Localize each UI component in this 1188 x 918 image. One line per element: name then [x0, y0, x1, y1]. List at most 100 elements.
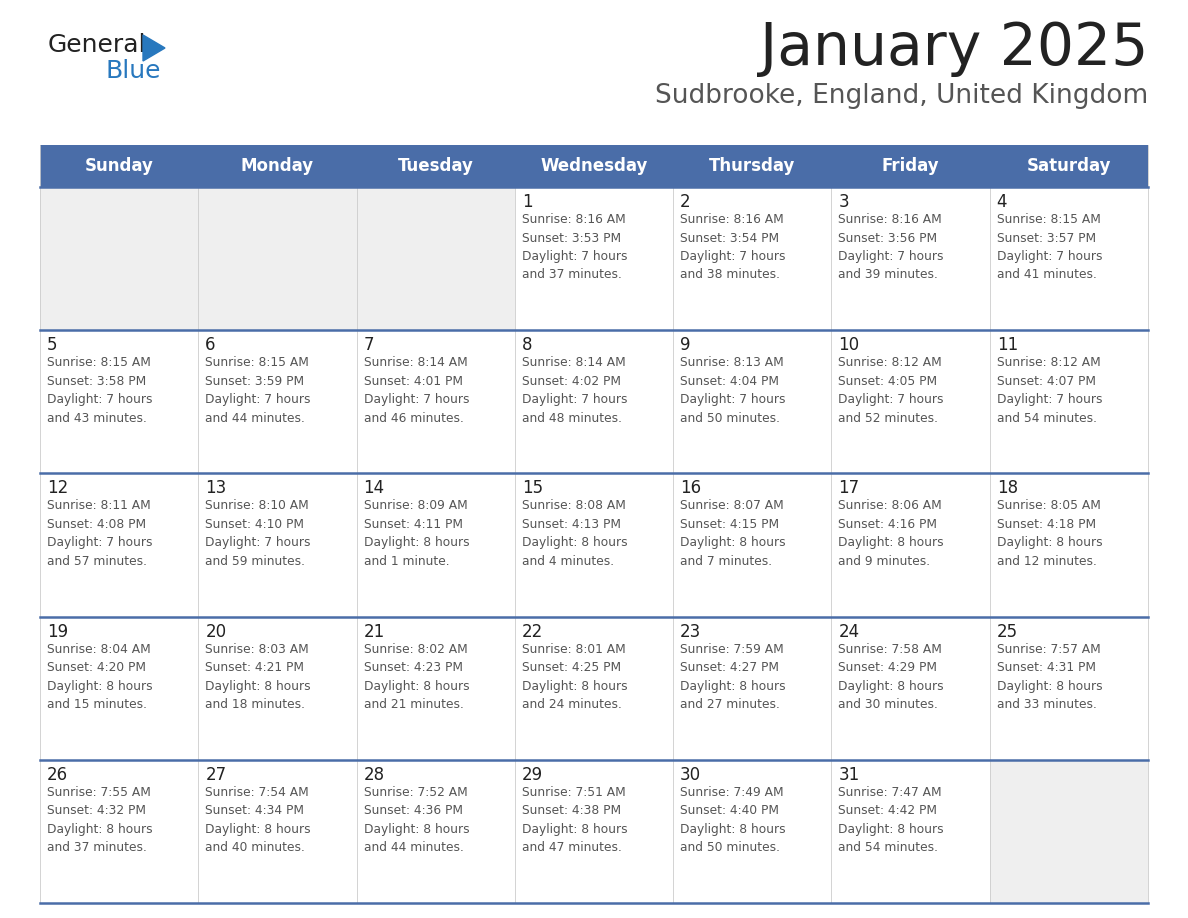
Text: 11: 11	[997, 336, 1018, 354]
Text: Sunrise: 8:13 AM
Sunset: 4:04 PM
Daylight: 7 hours
and 50 minutes.: Sunrise: 8:13 AM Sunset: 4:04 PM Dayligh…	[681, 356, 785, 425]
Text: 24: 24	[839, 622, 860, 641]
Text: 27: 27	[206, 766, 227, 784]
Text: 20: 20	[206, 622, 227, 641]
Text: Sunrise: 8:15 AM
Sunset: 3:58 PM
Daylight: 7 hours
and 43 minutes.: Sunrise: 8:15 AM Sunset: 3:58 PM Dayligh…	[48, 356, 152, 425]
Bar	[832, 187, 990, 330]
Text: Sunrise: 8:14 AM
Sunset: 4:01 PM
Daylight: 7 hours
and 46 minutes.: Sunrise: 8:14 AM Sunset: 4:01 PM Dayligh…	[364, 356, 469, 425]
Bar	[356, 145, 514, 187]
Bar	[198, 187, 356, 330]
Text: 15: 15	[522, 479, 543, 498]
Text: Blue: Blue	[106, 59, 162, 83]
Text: Sunrise: 7:49 AM
Sunset: 4:40 PM
Daylight: 8 hours
and 50 minutes.: Sunrise: 7:49 AM Sunset: 4:40 PM Dayligh…	[681, 786, 785, 855]
Text: Sunrise: 8:09 AM
Sunset: 4:11 PM
Daylight: 8 hours
and 1 minute.: Sunrise: 8:09 AM Sunset: 4:11 PM Dayligh…	[364, 499, 469, 568]
Bar	[356, 617, 514, 760]
Text: Monday: Monday	[241, 157, 314, 175]
Text: Sunday: Sunday	[84, 157, 153, 175]
Bar	[514, 145, 674, 187]
Text: Sunrise: 8:14 AM
Sunset: 4:02 PM
Daylight: 7 hours
and 48 minutes.: Sunrise: 8:14 AM Sunset: 4:02 PM Dayligh…	[522, 356, 627, 425]
Text: Sunrise: 7:55 AM
Sunset: 4:32 PM
Daylight: 8 hours
and 37 minutes.: Sunrise: 7:55 AM Sunset: 4:32 PM Dayligh…	[48, 786, 152, 855]
Text: 19: 19	[48, 622, 68, 641]
Text: Sunrise: 7:52 AM
Sunset: 4:36 PM
Daylight: 8 hours
and 44 minutes.: Sunrise: 7:52 AM Sunset: 4:36 PM Dayligh…	[364, 786, 469, 855]
Bar	[356, 760, 514, 903]
Text: Sunrise: 8:15 AM
Sunset: 3:59 PM
Daylight: 7 hours
and 44 minutes.: Sunrise: 8:15 AM Sunset: 3:59 PM Dayligh…	[206, 356, 311, 425]
Text: 17: 17	[839, 479, 860, 498]
Bar	[990, 617, 1148, 760]
Bar	[514, 187, 674, 330]
Polygon shape	[143, 35, 165, 61]
Text: Sunrise: 7:57 AM
Sunset: 4:31 PM
Daylight: 8 hours
and 33 minutes.: Sunrise: 7:57 AM Sunset: 4:31 PM Dayligh…	[997, 643, 1102, 711]
Text: Sunrise: 8:08 AM
Sunset: 4:13 PM
Daylight: 8 hours
and 4 minutes.: Sunrise: 8:08 AM Sunset: 4:13 PM Dayligh…	[522, 499, 627, 568]
Bar	[40, 474, 198, 617]
Text: 14: 14	[364, 479, 385, 498]
Bar	[40, 187, 198, 330]
Text: 31: 31	[839, 766, 860, 784]
Bar	[674, 187, 832, 330]
Text: Sunrise: 8:16 AM
Sunset: 3:56 PM
Daylight: 7 hours
and 39 minutes.: Sunrise: 8:16 AM Sunset: 3:56 PM Dayligh…	[839, 213, 944, 282]
Text: 23: 23	[681, 622, 701, 641]
Text: 6: 6	[206, 336, 216, 354]
Text: 7: 7	[364, 336, 374, 354]
Text: General: General	[48, 33, 146, 57]
Bar	[198, 474, 356, 617]
Text: Wednesday: Wednesday	[541, 157, 647, 175]
Bar	[674, 474, 832, 617]
Bar	[832, 474, 990, 617]
Bar	[514, 760, 674, 903]
Bar	[674, 330, 832, 474]
Text: Sunrise: 8:03 AM
Sunset: 4:21 PM
Daylight: 8 hours
and 18 minutes.: Sunrise: 8:03 AM Sunset: 4:21 PM Dayligh…	[206, 643, 311, 711]
Text: Sunrise: 7:54 AM
Sunset: 4:34 PM
Daylight: 8 hours
and 40 minutes.: Sunrise: 7:54 AM Sunset: 4:34 PM Dayligh…	[206, 786, 311, 855]
Text: Sunrise: 8:12 AM
Sunset: 4:05 PM
Daylight: 7 hours
and 52 minutes.: Sunrise: 8:12 AM Sunset: 4:05 PM Dayligh…	[839, 356, 944, 425]
Text: Sudbrooke, England, United Kingdom: Sudbrooke, England, United Kingdom	[655, 83, 1148, 109]
Text: Sunrise: 7:59 AM
Sunset: 4:27 PM
Daylight: 8 hours
and 27 minutes.: Sunrise: 7:59 AM Sunset: 4:27 PM Dayligh…	[681, 643, 785, 711]
Text: Sunrise: 8:05 AM
Sunset: 4:18 PM
Daylight: 8 hours
and 12 minutes.: Sunrise: 8:05 AM Sunset: 4:18 PM Dayligh…	[997, 499, 1102, 568]
Bar	[832, 145, 990, 187]
Text: Sunrise: 7:58 AM
Sunset: 4:29 PM
Daylight: 8 hours
and 30 minutes.: Sunrise: 7:58 AM Sunset: 4:29 PM Dayligh…	[839, 643, 944, 711]
Bar	[40, 617, 198, 760]
Bar	[990, 145, 1148, 187]
Bar	[832, 330, 990, 474]
Text: 28: 28	[364, 766, 385, 784]
Bar	[40, 330, 198, 474]
Bar	[674, 760, 832, 903]
Bar	[514, 474, 674, 617]
Bar	[990, 187, 1148, 330]
Text: Sunrise: 8:02 AM
Sunset: 4:23 PM
Daylight: 8 hours
and 21 minutes.: Sunrise: 8:02 AM Sunset: 4:23 PM Dayligh…	[364, 643, 469, 711]
Text: 26: 26	[48, 766, 68, 784]
Bar	[990, 330, 1148, 474]
Text: 18: 18	[997, 479, 1018, 498]
Bar	[40, 760, 198, 903]
Bar	[990, 474, 1148, 617]
Text: Sunrise: 8:11 AM
Sunset: 4:08 PM
Daylight: 7 hours
and 57 minutes.: Sunrise: 8:11 AM Sunset: 4:08 PM Dayligh…	[48, 499, 152, 568]
Text: Sunrise: 8:16 AM
Sunset: 3:53 PM
Daylight: 7 hours
and 37 minutes.: Sunrise: 8:16 AM Sunset: 3:53 PM Dayligh…	[522, 213, 627, 282]
Bar	[356, 187, 514, 330]
Text: 4: 4	[997, 193, 1007, 211]
Text: 2: 2	[681, 193, 690, 211]
Text: 30: 30	[681, 766, 701, 784]
Bar	[832, 760, 990, 903]
Text: 16: 16	[681, 479, 701, 498]
Text: Sunrise: 8:07 AM
Sunset: 4:15 PM
Daylight: 8 hours
and 7 minutes.: Sunrise: 8:07 AM Sunset: 4:15 PM Dayligh…	[681, 499, 785, 568]
Text: 8: 8	[522, 336, 532, 354]
Text: 1: 1	[522, 193, 532, 211]
Text: Sunrise: 8:12 AM
Sunset: 4:07 PM
Daylight: 7 hours
and 54 minutes.: Sunrise: 8:12 AM Sunset: 4:07 PM Dayligh…	[997, 356, 1102, 425]
Bar	[674, 617, 832, 760]
Bar	[198, 760, 356, 903]
Bar	[674, 145, 832, 187]
Bar	[514, 330, 674, 474]
Text: Tuesday: Tuesday	[398, 157, 474, 175]
Text: Sunrise: 7:47 AM
Sunset: 4:42 PM
Daylight: 8 hours
and 54 minutes.: Sunrise: 7:47 AM Sunset: 4:42 PM Dayligh…	[839, 786, 944, 855]
Bar	[198, 330, 356, 474]
Bar	[198, 617, 356, 760]
Text: Sunrise: 8:01 AM
Sunset: 4:25 PM
Daylight: 8 hours
and 24 minutes.: Sunrise: 8:01 AM Sunset: 4:25 PM Dayligh…	[522, 643, 627, 711]
Text: 12: 12	[48, 479, 68, 498]
Text: Saturday: Saturday	[1026, 157, 1111, 175]
Text: January 2025: January 2025	[759, 20, 1148, 77]
Bar	[832, 617, 990, 760]
Text: Sunrise: 8:16 AM
Sunset: 3:54 PM
Daylight: 7 hours
and 38 minutes.: Sunrise: 8:16 AM Sunset: 3:54 PM Dayligh…	[681, 213, 785, 282]
Text: 9: 9	[681, 336, 690, 354]
Text: 10: 10	[839, 336, 860, 354]
Text: Sunrise: 8:06 AM
Sunset: 4:16 PM
Daylight: 8 hours
and 9 minutes.: Sunrise: 8:06 AM Sunset: 4:16 PM Dayligh…	[839, 499, 944, 568]
Text: 21: 21	[364, 622, 385, 641]
Text: 25: 25	[997, 622, 1018, 641]
Bar	[40, 145, 198, 187]
